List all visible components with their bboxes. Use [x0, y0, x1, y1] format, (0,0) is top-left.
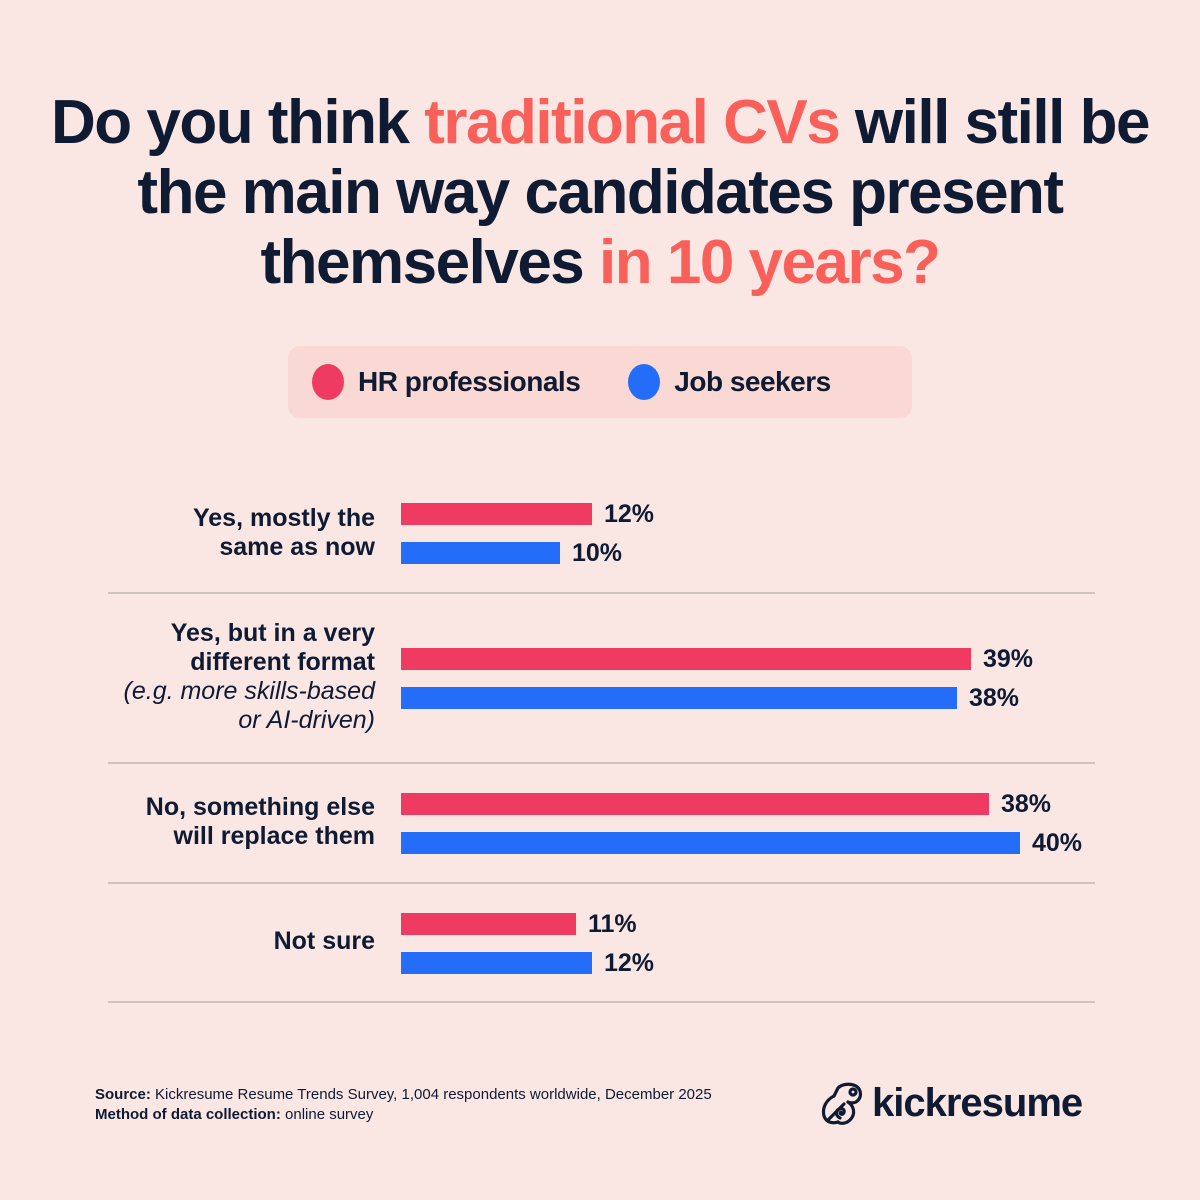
group-label: Not sure: [274, 927, 375, 956]
title-part-2: will still be the main way candidates pr…: [137, 88, 1150, 297]
brand-name: kickresume: [872, 1080, 1083, 1125]
legend-label-job-seekers: Job seekers: [674, 366, 831, 397]
title-part-1: Do you think: [51, 88, 425, 157]
bar-job-seekers: [401, 832, 1020, 854]
bar-row-hr: 39%: [401, 645, 1033, 673]
bar-row-job-seekers: 10%: [401, 539, 622, 567]
brand-logo: kickresume: [820, 1080, 1083, 1126]
source-text: Kickresume Resume Trends Survey, 1,004 r…: [150, 1086, 712, 1103]
bar-row-hr: 12%: [401, 500, 654, 528]
bar-value-hr: 38%: [1001, 789, 1052, 818]
bar-value-job-seekers: 40%: [1032, 828, 1083, 857]
chart-group-yes-same: Yes, mostly the same as now 12% 10%: [108, 500, 1095, 580]
bar-hr: [401, 648, 971, 670]
title-highlight-1: traditional CVs: [424, 88, 841, 157]
group-label-line: same as now: [219, 533, 375, 561]
legend-label-hr: HR professionals: [358, 366, 581, 397]
bar-row-job-seekers: 40%: [401, 829, 1082, 857]
bar-job-seekers: [401, 542, 560, 564]
bar-hr: [401, 503, 592, 525]
divider: [108, 592, 1095, 594]
bar-value-job-seekers: 10%: [572, 538, 623, 567]
bar-value-hr: 39%: [983, 644, 1034, 673]
source-line: Source: Kickresume Resume Trends Survey,…: [95, 1085, 712, 1105]
source-label: Source:: [95, 1086, 151, 1103]
chart-group-no-replace: No, something else will replace them 38%…: [108, 790, 1095, 870]
group-label-line: Yes, mostly the: [192, 504, 375, 532]
group-label-line: Not sure: [273, 927, 375, 955]
method-text: online survey: [280, 1106, 374, 1123]
title-highlight-2: in 10 years?: [599, 228, 941, 297]
group-label-line: will replace them: [173, 822, 375, 850]
group-sublabel-line: or AI-driven): [238, 706, 375, 734]
group-label-line: different format: [190, 648, 375, 676]
bar-row-job-seekers: 12%: [401, 949, 654, 977]
chameleon-logo-icon: [821, 1082, 863, 1125]
bar-value-hr: 11%: [588, 909, 637, 938]
legend-item-hr: HR professionals: [312, 364, 581, 400]
bar-job-seekers: [401, 687, 957, 709]
source-note: Source: Kickresume Resume Trends Survey,…: [95, 1085, 712, 1125]
divider: [108, 762, 1095, 764]
bar-value-job-seekers: 38%: [969, 683, 1020, 712]
group-label-line: Yes, but in a very: [170, 619, 375, 647]
legend-item-job-seekers: Job seekers: [628, 364, 831, 400]
bar-hr: [401, 913, 576, 935]
divider: [108, 882, 1095, 884]
bar-row-job-seekers: 38%: [401, 684, 1019, 712]
bar-job-seekers: [401, 952, 592, 974]
method-label: Method of data collection:: [95, 1106, 281, 1123]
bar-row-hr: 38%: [401, 790, 1051, 818]
group-label: Yes, but in a very different format (e.g…: [124, 619, 375, 735]
group-label-line: No, something else: [145, 793, 375, 821]
bar-value-job-seekers: 12%: [604, 948, 655, 977]
group-sublabel-line: (e.g. more skills-based: [123, 677, 375, 705]
group-label: Yes, mostly the same as now: [193, 504, 375, 562]
chart-group-yes-different: Yes, but in a very different format (e.g…: [108, 618, 1095, 748]
legend-dot-hr-icon: [312, 364, 344, 400]
method-line: Method of data collection: online survey: [95, 1105, 712, 1125]
divider: [108, 1001, 1095, 1003]
chart-group-not-sure: Not sure 11% 12%: [108, 910, 1095, 990]
group-label: No, something else will replace them: [146, 793, 375, 851]
bar-row-hr: 11%: [401, 910, 637, 938]
legend-dot-job-seekers-icon: [628, 364, 661, 400]
bar-hr: [401, 793, 989, 815]
page-title: Do you think traditional CVs will still …: [0, 88, 1200, 298]
chart-legend: HR professionals Job seekers: [288, 346, 912, 418]
bar-value-hr: 12%: [604, 499, 655, 528]
